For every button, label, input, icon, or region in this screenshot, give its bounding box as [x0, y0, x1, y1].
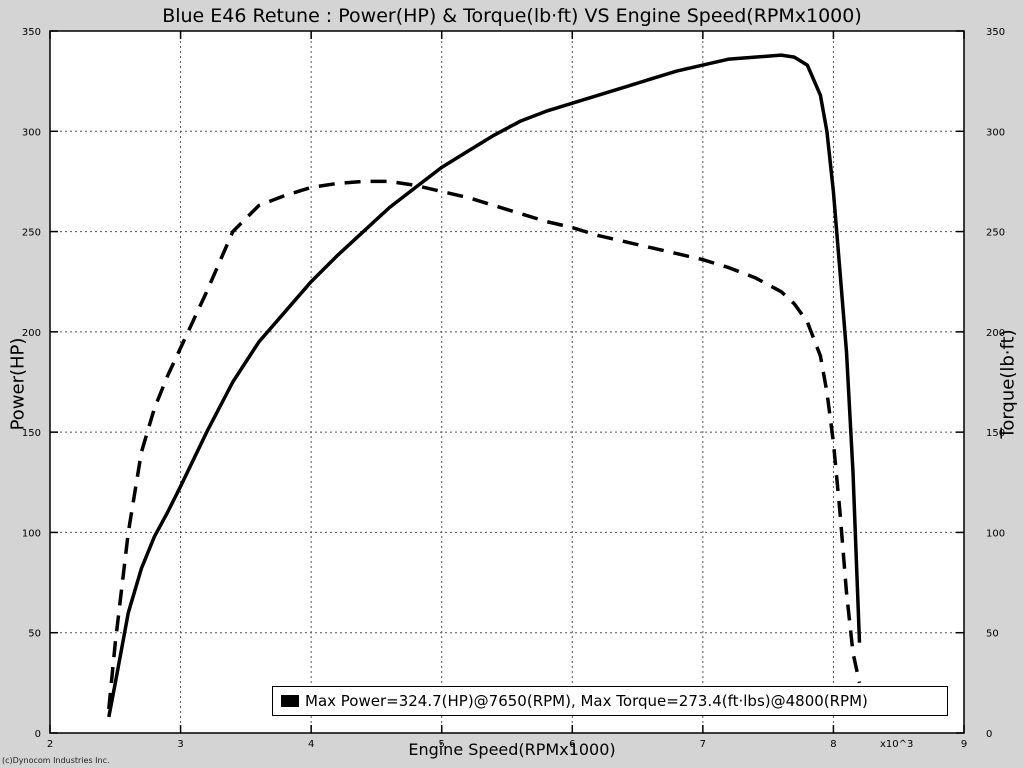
legend-swatch: [281, 695, 299, 707]
x-axis-ticks: 2 3 4 5 6 7 8 9: [47, 31, 967, 750]
left-y-tick-label: 200: [22, 328, 41, 339]
copyright-text: (c)Dynocom Industries Inc.: [2, 756, 110, 765]
right-y-axis-ticks: 0 50 100 150 200 250 300 350: [956, 27, 1005, 740]
legend-text: Max Power=324.7(HP)@7650(RPM), Max Torqu…: [305, 692, 868, 710]
right-y-tick-label: 150: [986, 428, 1005, 439]
x-tick-label: 4: [308, 739, 314, 750]
right-y-tick-label: 0: [986, 729, 992, 740]
left-y-tick-label: 50: [28, 629, 41, 640]
left-y-axis-ticks: 0 50 100 150 200 250 300 350: [22, 27, 58, 740]
right-y-tick-label: 200: [986, 328, 1005, 339]
series-layer: [107, 53, 862, 718]
x-tick-label: 5: [439, 739, 445, 750]
right-y-tick-label: 250: [986, 228, 1005, 239]
torque-line: [107, 179, 862, 710]
left-y-tick-label: 100: [22, 528, 41, 539]
left-y-tick-label: 350: [22, 27, 41, 38]
left-y-tick-label: 300: [22, 127, 41, 138]
left-y-tick-label: 150: [22, 428, 41, 439]
right-y-tick-label: 300: [986, 127, 1005, 138]
left-y-tick-label: 250: [22, 228, 41, 239]
right-y-axis-label: Torque(lb·ft): [997, 329, 1019, 439]
right-y-tick-label: 350: [986, 27, 1005, 38]
x-tick-label: 2: [47, 739, 53, 750]
left-y-axis-label: Power(HP): [7, 337, 29, 431]
power-line: [107, 53, 862, 718]
x-tick-label: 6: [569, 739, 575, 750]
right-y-tick-label: 50: [986, 629, 999, 640]
x-tick-label: 9: [961, 739, 967, 750]
left-y-tick-label: 0: [35, 729, 41, 740]
legend: Max Power=324.7(HP)@7650(RPM), Max Torqu…: [272, 686, 948, 716]
x-tick-label: 7: [700, 739, 706, 750]
x-tick-label: 3: [177, 739, 183, 750]
plot-area: [49, 30, 965, 734]
chart-title: Blue E46 Retune : Power(HP) & Torque(lb·…: [162, 5, 862, 27]
x-tick-label: 8: [830, 739, 836, 750]
right-y-tick-label: 100: [986, 528, 1005, 539]
x-axis-multiplier: x10^3: [880, 739, 914, 750]
x-axis-label: Engine Speed(RPMx1000): [408, 740, 616, 759]
